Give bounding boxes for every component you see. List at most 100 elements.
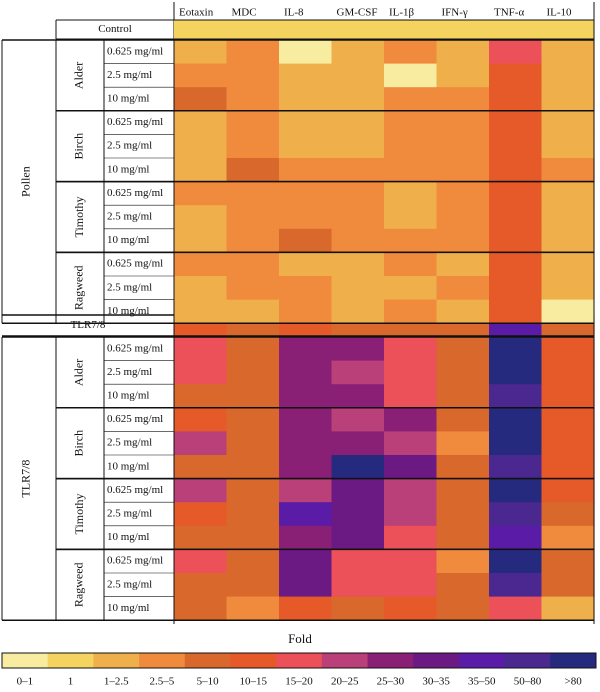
heatmap-cell [174, 110, 228, 135]
heatmap-cell [541, 110, 595, 135]
heatmap-cell [541, 384, 595, 409]
heatmap-cell [541, 40, 595, 65]
heatmap-cell [436, 455, 490, 480]
heatmap-cell [489, 502, 543, 527]
heatmap-cell [541, 478, 595, 503]
heatmap-cell [541, 63, 595, 88]
heatmap-cell [279, 478, 333, 503]
heatmap-cell [226, 384, 280, 409]
heatmap-cell [174, 299, 228, 324]
legend-label: 10–15 [240, 676, 268, 688]
heatmap-cell [384, 63, 438, 88]
heatmap-cell [174, 252, 228, 277]
heatmap-cell [331, 573, 385, 598]
block-label: TLR7/8 [19, 460, 33, 498]
heatmap-cell [279, 407, 333, 432]
heatmap-cell [226, 299, 280, 324]
legend-swatch [504, 653, 551, 668]
heatmap-cell [436, 384, 490, 409]
heatmap-cell [541, 596, 595, 621]
heatmap-cell [226, 525, 280, 550]
legend-label: 5–10 [197, 676, 220, 688]
heatmap-cell [331, 134, 385, 159]
group-label: Ragweed [72, 265, 86, 310]
heatmap-cell [436, 205, 490, 230]
heatmap-cell [279, 40, 333, 65]
heatmap-cell [174, 158, 228, 183]
row-label: 2.5 mg/ml [107, 508, 152, 520]
heatmap-cell [279, 384, 333, 409]
heatmap-cell [541, 299, 595, 324]
row-label: 10 mg/ml [107, 531, 149, 543]
heatmap-cell [174, 407, 228, 432]
heatmap-cell [436, 525, 490, 550]
heatmap-cell [541, 158, 595, 183]
heatmap-cell [541, 87, 595, 112]
heatmap-cell [279, 455, 333, 480]
row-label: 10 mg/ml [107, 390, 149, 402]
heatmap-cell [489, 384, 543, 409]
heatmap-cell [541, 20, 595, 39]
heatmap-cell [226, 134, 280, 159]
heatmap-cell [331, 205, 385, 230]
heatmap-cell [384, 596, 438, 621]
legend-label: 20–25 [331, 676, 359, 688]
heatmap-cell [384, 276, 438, 301]
group-label: Ragweed [72, 562, 86, 607]
heatmap-cell [279, 134, 333, 159]
legend-swatch [367, 653, 414, 668]
heatmap-cell [226, 549, 280, 574]
legend-label: 2.5–5 [150, 676, 175, 688]
heatmap-cell [226, 407, 280, 432]
heatmap-cell [331, 20, 385, 39]
row-label: 10 mg/ml [107, 93, 149, 105]
heatmap-cell [174, 596, 228, 621]
heatmap-cell [226, 455, 280, 480]
heatmap-cell [331, 384, 385, 409]
heatmap-cell [279, 549, 333, 574]
heatmap-cell [331, 502, 385, 527]
heatmap-cell [226, 337, 280, 362]
heatmap-cell [436, 20, 490, 39]
legend-swatch [230, 653, 277, 668]
legend-swatch [321, 653, 368, 668]
heatmap-cell [436, 407, 490, 432]
row-label: 0.625 mg/ml [107, 258, 163, 270]
heatmap-cell [226, 110, 280, 135]
heatmap-cell [226, 205, 280, 230]
heatmap-cell [436, 549, 490, 574]
heatmap-cell [541, 549, 595, 574]
heatmap-cell [384, 87, 438, 112]
row-label: 0.625 mg/ml [107, 342, 163, 354]
legend-swatch [93, 653, 140, 668]
heatmap-cell [384, 525, 438, 550]
heatmap-cell [541, 360, 595, 385]
heatmap-cell [226, 478, 280, 503]
heatmap-cell [489, 40, 543, 65]
heatmap-cell [489, 360, 543, 385]
heatmap-cell [436, 337, 490, 362]
heatmap-cell [331, 431, 385, 456]
legend-swatch [2, 653, 49, 668]
heatmap-cell [174, 478, 228, 503]
heatmap-cell [541, 502, 595, 527]
heatmap-cell [436, 299, 490, 324]
heatmap-cell [489, 573, 543, 598]
heatmap-cell [279, 573, 333, 598]
heatmap-cell [226, 40, 280, 65]
group-label: Alder [72, 359, 86, 386]
column-header: IL-10 [547, 7, 573, 19]
heatmap-cell [489, 407, 543, 432]
heatmap-cell [331, 87, 385, 112]
row-label: 2.5 mg/ml [107, 211, 152, 223]
heatmap-cell [226, 181, 280, 206]
group-label: Birch [72, 133, 86, 160]
group-label: Timothy [72, 197, 86, 238]
legend-swatch [413, 653, 460, 668]
heatmap-cell [174, 228, 228, 253]
group-label: Timothy [72, 494, 86, 535]
heatmap-cell [489, 525, 543, 550]
heatmap-cell [331, 478, 385, 503]
heatmap-cell [489, 205, 543, 230]
heatmap-cell [436, 110, 490, 135]
